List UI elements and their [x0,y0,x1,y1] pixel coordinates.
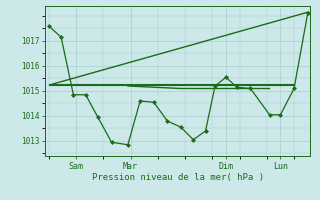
X-axis label: Pression niveau de la mer( hPa ): Pression niveau de la mer( hPa ) [92,173,264,182]
